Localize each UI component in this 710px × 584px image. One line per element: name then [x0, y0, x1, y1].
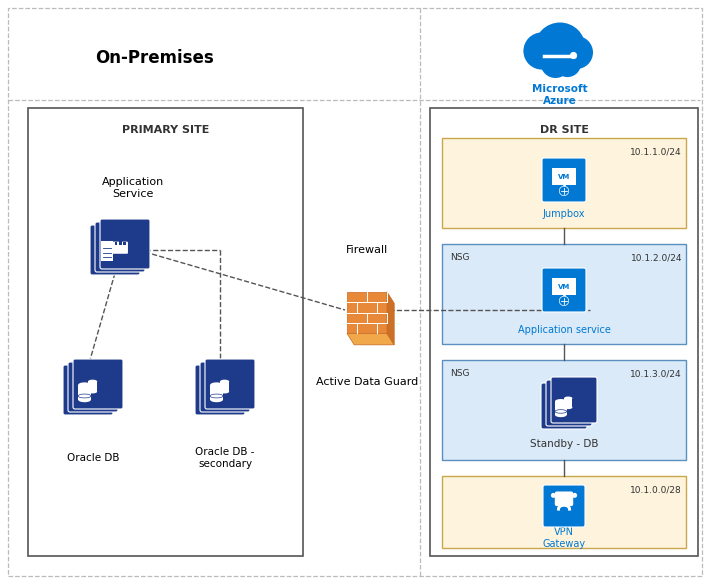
Text: Oracle DB: Oracle DB [67, 453, 119, 463]
Text: 10.1.0.0/28: 10.1.0.0/28 [630, 485, 682, 495]
FancyBboxPatch shape [111, 242, 128, 254]
Polygon shape [387, 292, 394, 345]
Text: VM: VM [558, 284, 570, 290]
Ellipse shape [220, 380, 229, 383]
Ellipse shape [564, 397, 572, 400]
Text: Active Data Guard: Active Data Guard [316, 377, 418, 387]
Circle shape [535, 23, 586, 74]
Bar [564, 398, 572, 408]
Circle shape [572, 493, 577, 498]
Ellipse shape [555, 399, 567, 404]
Bar [552, 278, 577, 295]
FancyBboxPatch shape [73, 359, 123, 409]
Ellipse shape [220, 390, 229, 394]
Text: On-Premises: On-Premises [96, 49, 214, 67]
Text: 10.1.3.0/24: 10.1.3.0/24 [630, 370, 682, 378]
Text: DR SITE: DR SITE [540, 125, 589, 135]
FancyBboxPatch shape [200, 362, 250, 412]
Ellipse shape [210, 383, 223, 388]
FancyBboxPatch shape [100, 219, 150, 269]
Text: 10.1.1.0/24: 10.1.1.0/24 [630, 148, 682, 157]
Circle shape [551, 493, 556, 498]
Ellipse shape [564, 406, 572, 409]
FancyBboxPatch shape [541, 383, 587, 429]
Text: Microsoft
Azure: Microsoft Azure [532, 84, 588, 106]
Ellipse shape [210, 397, 223, 402]
Circle shape [560, 36, 593, 69]
FancyBboxPatch shape [195, 365, 245, 415]
Bar [552, 168, 577, 185]
Bar [210, 385, 223, 399]
Text: VM: VM [558, 175, 570, 180]
FancyBboxPatch shape [205, 359, 255, 409]
Circle shape [554, 50, 581, 77]
Polygon shape [347, 292, 387, 333]
FancyBboxPatch shape [542, 268, 586, 312]
Circle shape [559, 186, 569, 196]
Circle shape [523, 32, 561, 69]
Bar [78, 385, 91, 399]
FancyBboxPatch shape [555, 492, 573, 506]
Ellipse shape [88, 390, 97, 394]
Circle shape [570, 52, 577, 59]
FancyBboxPatch shape [543, 485, 585, 527]
FancyBboxPatch shape [551, 377, 597, 423]
Text: Application service: Application service [518, 325, 611, 335]
Bar [115, 242, 117, 245]
FancyBboxPatch shape [95, 222, 145, 272]
Text: Standby - DB: Standby - DB [530, 439, 599, 449]
Bar [119, 241, 121, 245]
Ellipse shape [88, 380, 97, 383]
Bar [442, 138, 686, 228]
Text: Oracle DB -
secondary: Oracle DB - secondary [195, 447, 255, 469]
Circle shape [562, 493, 567, 498]
Polygon shape [347, 333, 394, 345]
Circle shape [540, 48, 571, 78]
Text: Firewall: Firewall [346, 245, 388, 255]
Bar [442, 476, 686, 548]
FancyBboxPatch shape [546, 380, 592, 426]
Text: VPN
Gateway: VPN Gateway [542, 527, 586, 549]
Bar [442, 360, 686, 460]
Ellipse shape [555, 412, 567, 417]
Text: NSG: NSG [450, 370, 469, 378]
Bar [124, 242, 126, 245]
Circle shape [559, 296, 569, 305]
Text: PRIMARY SITE: PRIMARY SITE [122, 125, 209, 135]
FancyBboxPatch shape [90, 225, 140, 275]
Text: Application
Service: Application Service [102, 177, 164, 199]
FancyBboxPatch shape [63, 365, 113, 415]
Bar [28, 108, 303, 556]
Ellipse shape [78, 397, 91, 402]
Ellipse shape [78, 383, 91, 388]
Bar [555, 401, 567, 415]
Bar [102, 242, 113, 261]
Text: 10.1.2.0/24: 10.1.2.0/24 [630, 253, 682, 262]
FancyBboxPatch shape [68, 362, 118, 412]
Text: NSG: NSG [450, 253, 469, 262]
Bar [88, 381, 97, 392]
FancyBboxPatch shape [542, 158, 586, 202]
Bar [442, 244, 686, 344]
Text: Jumpbox: Jumpbox [542, 209, 585, 219]
Bar [220, 381, 229, 392]
Bar [430, 108, 698, 556]
